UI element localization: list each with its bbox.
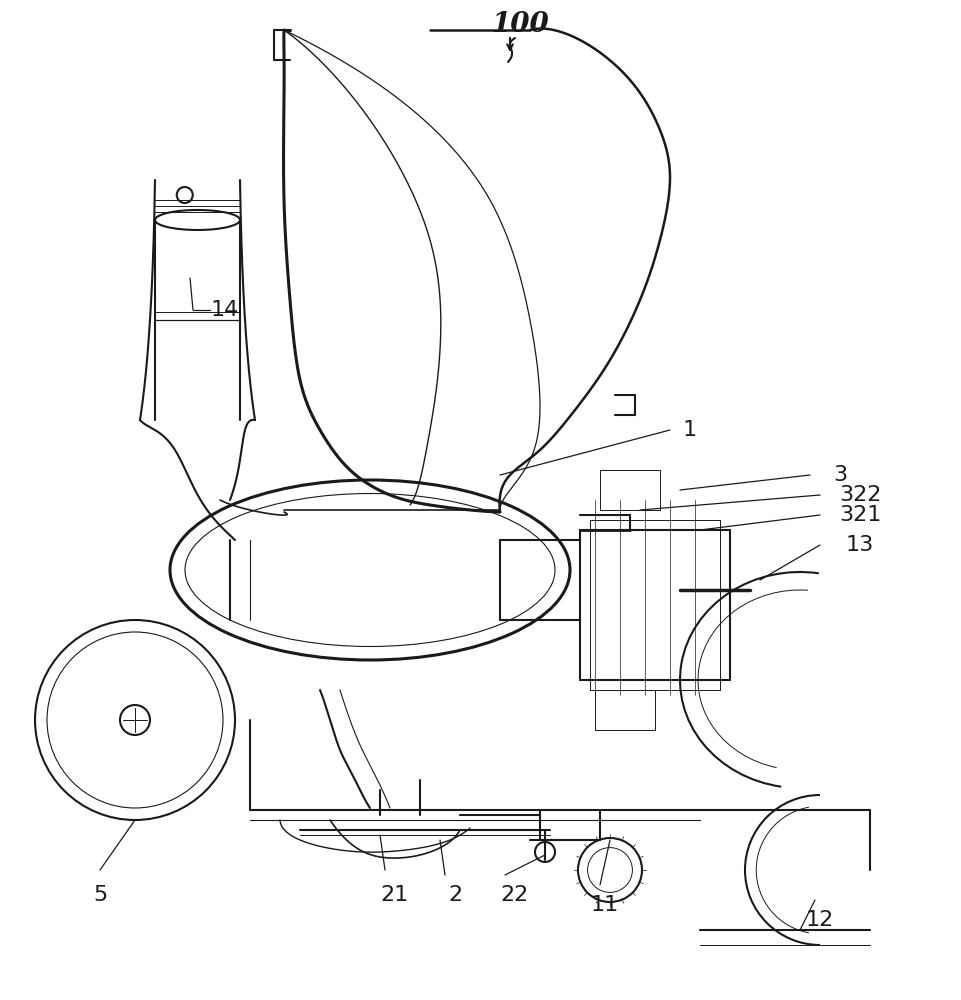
Text: 3: 3 — [833, 465, 847, 485]
Text: 22: 22 — [501, 885, 530, 905]
Text: 13: 13 — [846, 535, 875, 555]
Text: 5: 5 — [93, 885, 107, 905]
Text: 321: 321 — [839, 505, 881, 525]
Text: 322: 322 — [839, 485, 881, 505]
Text: 1: 1 — [683, 420, 697, 440]
Text: 12: 12 — [806, 910, 834, 930]
Text: 21: 21 — [381, 885, 409, 905]
Text: 11: 11 — [591, 895, 619, 915]
Text: 2: 2 — [448, 885, 462, 905]
Text: 100: 100 — [491, 11, 549, 38]
Text: 14: 14 — [210, 300, 239, 320]
